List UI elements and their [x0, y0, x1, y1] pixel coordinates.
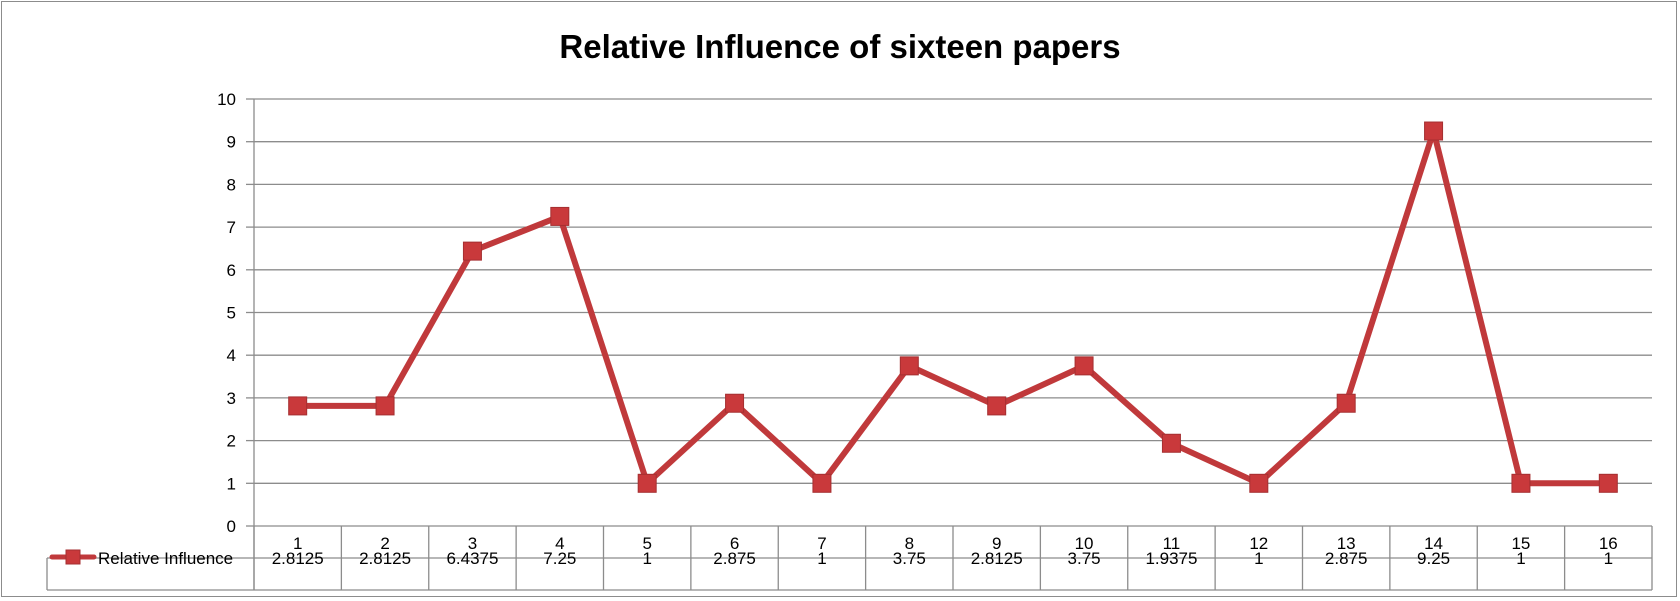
data-point-marker [375, 396, 395, 416]
x-tick-label: 2 [380, 534, 389, 553]
x-tick-label: 5 [642, 534, 651, 553]
data-point-marker [1511, 473, 1531, 493]
data-table-value: 3.75 [893, 549, 926, 568]
data-point-marker [288, 396, 308, 416]
data-point-marker [1161, 433, 1181, 453]
data-table-value: 6.4375 [446, 549, 498, 568]
x-tick-label: 7 [817, 534, 826, 553]
legend-series-name: Relative Influence [98, 549, 233, 568]
data-table-value: 1 [642, 549, 651, 568]
data-point-marker [1074, 356, 1094, 376]
data-point-marker [812, 473, 832, 493]
x-tick-label: 16 [1599, 534, 1618, 553]
y-tick-label: 8 [227, 175, 236, 194]
data-table-value: 7.25 [543, 549, 576, 568]
x-tick-label: 12 [1249, 534, 1268, 553]
data-point-marker [899, 356, 919, 376]
y-tick-label: 9 [227, 133, 236, 152]
y-axis-tick-labels: 0 1 2 3 4 5 6 7 8 9 10 [217, 90, 236, 536]
series-relative-influence [288, 121, 1618, 493]
data-table-value: 2.8125 [359, 549, 411, 568]
y-tick-label: 5 [227, 304, 236, 323]
y-tick-label: 6 [227, 261, 236, 280]
chart-title: Relative Influence of sixteen papers [559, 28, 1120, 65]
gridlines [246, 98, 1652, 590]
data-table: 12.812522.812536.437547.255162.8757183.7… [46, 526, 1653, 591]
x-tick-label: 11 [1163, 534, 1181, 553]
series-line [294, 128, 1612, 487]
data-point-marker [637, 473, 657, 493]
data-table-value: 1 [1254, 549, 1263, 568]
y-tick-label: 0 [227, 517, 236, 536]
data-table-value: 2.8125 [971, 549, 1023, 568]
data-point-marker [1598, 473, 1618, 493]
y-tick-label: 2 [227, 432, 236, 451]
legend-marker-swatch [65, 549, 81, 565]
data-table-value: 2.875 [1325, 549, 1368, 568]
data-table-value: 2.875 [713, 549, 756, 568]
data-table-value: 1.9375 [1145, 549, 1197, 568]
data-point-marker [1249, 473, 1269, 493]
data-point-marker [550, 206, 570, 226]
y-tick-label: 1 [227, 474, 236, 493]
data-table-value: 9.25 [1417, 549, 1450, 568]
data-point-marker [725, 393, 745, 413]
data-table-value: 1 [1516, 549, 1525, 568]
x-tick-label: 13 [1337, 534, 1356, 553]
x-tick-label: 10 [1075, 534, 1094, 553]
x-tick-label: 8 [905, 534, 914, 553]
data-table-value: 2.8125 [272, 549, 324, 568]
y-tick-label: 7 [227, 218, 236, 237]
x-tick-label: 3 [468, 534, 477, 553]
data-table-value: 1 [817, 549, 826, 568]
data-point-marker [462, 241, 482, 261]
data-table-value: 1 [1604, 549, 1613, 568]
data-point-marker [1424, 121, 1444, 141]
x-tick-label: 1 [293, 534, 302, 553]
y-tick-label: 10 [217, 90, 236, 109]
y-tick-label: 3 [227, 389, 236, 408]
x-tick-label: 9 [992, 534, 1001, 553]
data-table-value: 3.75 [1068, 549, 1101, 568]
data-point-marker [987, 396, 1007, 416]
x-tick-label: 4 [555, 534, 564, 553]
data-point-marker [1336, 393, 1356, 413]
x-tick-label: 14 [1424, 534, 1443, 553]
x-tick-label: 6 [730, 534, 739, 553]
y-tick-label: 4 [227, 346, 236, 365]
x-tick-label: 15 [1511, 534, 1530, 553]
